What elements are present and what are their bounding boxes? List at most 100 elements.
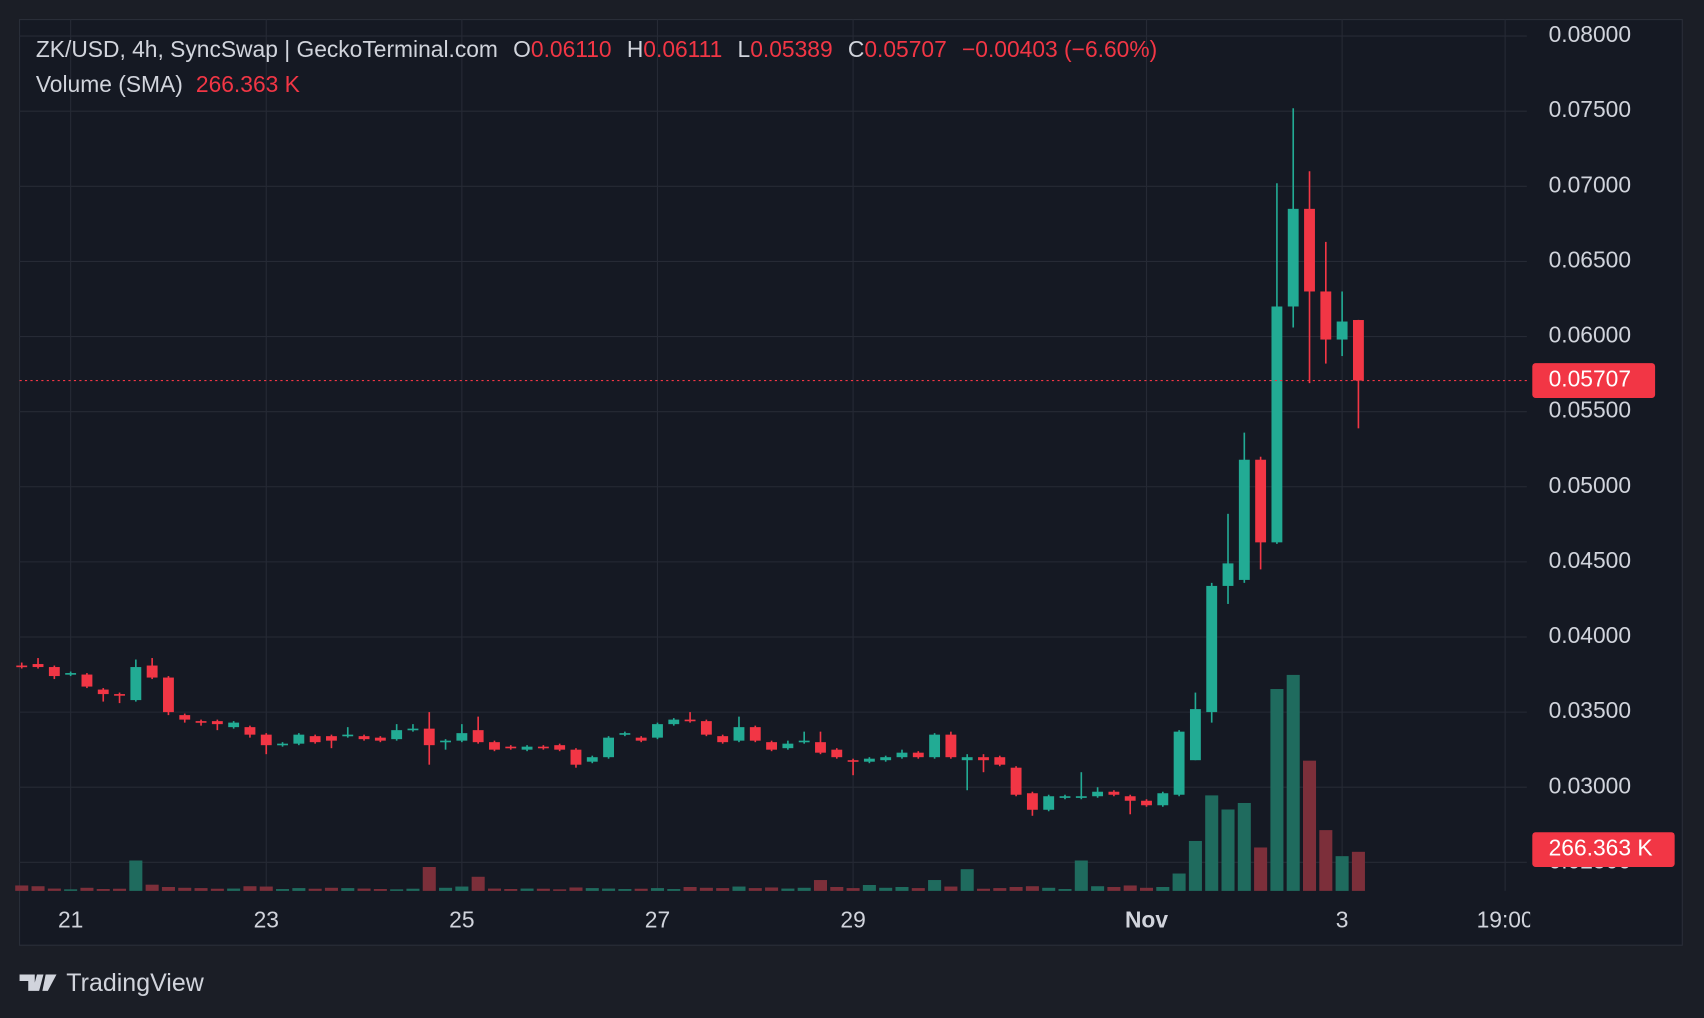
x-tick-label: Nov xyxy=(1125,906,1168,932)
ohlc-key: C xyxy=(848,36,864,62)
candle-body xyxy=(1059,796,1071,798)
candle-body xyxy=(342,734,354,737)
x-tick-label: 19:00 xyxy=(1477,906,1534,932)
candle-body xyxy=(1108,791,1120,795)
candle-body xyxy=(195,721,207,723)
volume-bar xyxy=(1188,840,1202,891)
volume-bar xyxy=(422,867,436,891)
candle-body xyxy=(293,734,305,744)
candle-body xyxy=(358,736,370,740)
x-tick-label: 3 xyxy=(1336,906,1349,932)
y-tick-label: 0.04500 xyxy=(1549,547,1631,573)
volume-bar xyxy=(406,888,420,891)
candle-body xyxy=(97,689,109,695)
candle-body xyxy=(1043,796,1055,810)
candle-body xyxy=(1173,731,1185,795)
volume-bar xyxy=(618,889,632,891)
candle-body xyxy=(228,722,240,728)
volume-bar xyxy=(748,888,762,891)
volume-bar xyxy=(879,887,893,891)
candle-body xyxy=(782,743,794,749)
y-tick-label: 0.07000 xyxy=(1549,171,1631,197)
volume-bar xyxy=(699,887,713,891)
volume-bar xyxy=(1074,860,1088,891)
volume-bar xyxy=(129,860,143,891)
volume-bar xyxy=(1319,830,1333,891)
volume-bar xyxy=(455,886,469,891)
volume-bar xyxy=(830,887,844,891)
candle-body xyxy=(994,757,1006,765)
candle-body xyxy=(554,745,566,750)
volume-bar xyxy=(732,886,746,891)
volume-bar xyxy=(31,886,45,891)
candle-body xyxy=(179,715,191,720)
candle-body xyxy=(211,721,223,725)
candle-body xyxy=(945,734,957,758)
volume-bar xyxy=(194,888,208,891)
candle-body xyxy=(815,742,826,753)
ohlc-value: 0.06111 xyxy=(643,36,722,62)
candle-body xyxy=(749,727,761,741)
candle-body xyxy=(1141,800,1152,806)
volume-bar xyxy=(993,888,1007,891)
volume-bar xyxy=(1254,847,1268,891)
volume-bar xyxy=(585,888,599,891)
legend-header: ZK/USD, 4h, SyncSwap | GeckoTerminal.com… xyxy=(36,36,1157,62)
candle-body xyxy=(1026,793,1038,810)
candle-body xyxy=(1010,767,1022,795)
volume-bar xyxy=(520,888,534,891)
volume-pane xyxy=(15,674,1365,891)
volume-bar xyxy=(178,887,192,891)
volume-bar xyxy=(683,887,697,891)
last-price-tag xyxy=(1532,363,1656,398)
logo: TradingView xyxy=(19,969,205,997)
candle-body xyxy=(32,664,44,668)
y-axis: 0.025000.030000.035000.040000.045000.050… xyxy=(1549,21,1631,873)
candle-body xyxy=(619,733,631,735)
candle-body xyxy=(244,727,256,735)
candle-body xyxy=(684,719,696,722)
candle-body xyxy=(1206,585,1218,713)
candle-body xyxy=(65,673,77,675)
volume-bar xyxy=(960,869,974,891)
volume-bar xyxy=(602,888,616,891)
volume-bar xyxy=(1042,887,1056,891)
candle-body xyxy=(1157,793,1169,806)
volume-bar xyxy=(1221,809,1235,891)
candle-body xyxy=(48,667,60,677)
volume-bar xyxy=(862,884,876,891)
candle-body xyxy=(1075,796,1087,798)
volume-bar xyxy=(145,884,159,891)
volume-bar xyxy=(1172,873,1186,891)
volume-bar xyxy=(308,888,322,891)
candle-body xyxy=(309,736,321,743)
candle-body xyxy=(114,694,125,696)
volume-bar xyxy=(1123,885,1137,891)
candle-body xyxy=(929,734,941,758)
candle-body xyxy=(277,743,288,746)
volume-bar xyxy=(895,887,909,891)
volume-bar xyxy=(1286,674,1300,891)
ohlc-value: 0.05389 xyxy=(750,36,832,62)
ohlc-value: 0.06110 xyxy=(531,36,612,62)
x-tick-label: 25 xyxy=(449,906,474,932)
volume-bar xyxy=(1335,856,1349,891)
volume-bar xyxy=(797,887,811,891)
volume-bar xyxy=(1009,887,1023,891)
last-price-label: 0.05707 xyxy=(1549,366,1631,392)
y-tick-label: 0.07500 xyxy=(1549,96,1631,122)
volume-bar xyxy=(928,880,942,891)
volume-bar xyxy=(553,889,567,891)
y-tick-label: 0.05500 xyxy=(1549,397,1631,423)
volume-bar xyxy=(765,887,779,891)
volume-legend: Volume (SMA) 266.363 K xyxy=(36,71,300,97)
volume-bar xyxy=(324,887,338,891)
volume-bar xyxy=(341,888,355,891)
ohlc-key: L xyxy=(738,36,751,62)
change: −0.00403 (−6.60%) xyxy=(962,36,1157,62)
grid xyxy=(19,19,1527,891)
candle-body xyxy=(847,760,859,762)
volume-bar xyxy=(439,887,453,891)
